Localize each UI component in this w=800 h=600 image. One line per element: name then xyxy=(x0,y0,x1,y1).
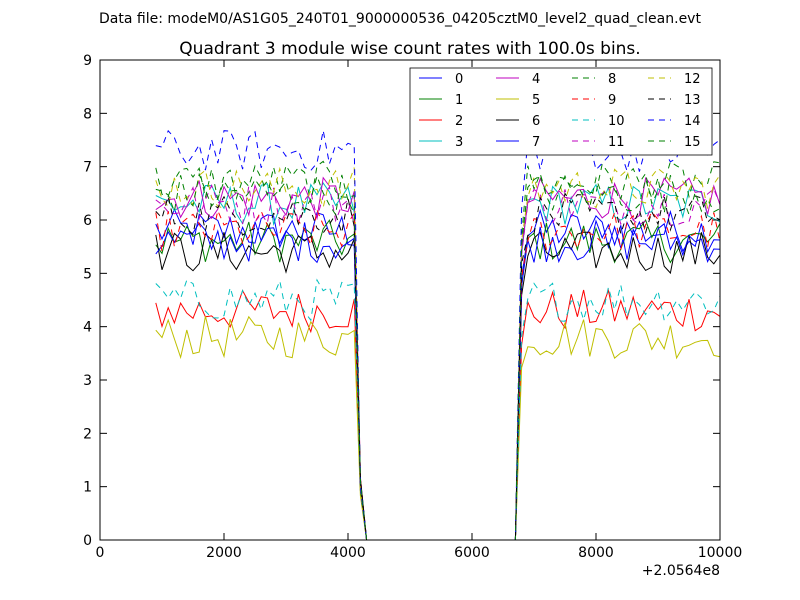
legend-label: 3 xyxy=(455,135,463,150)
y-tick-label: 3 xyxy=(83,373,92,389)
series-line-11 xyxy=(155,184,720,540)
legend-label: 11 xyxy=(608,135,625,150)
series-line-13 xyxy=(155,192,720,540)
legend-entry-9: 9 xyxy=(572,93,616,108)
series-line-7 xyxy=(155,219,720,540)
legend-entry-5: 5 xyxy=(496,93,540,108)
legend-label: 13 xyxy=(684,93,701,108)
legend-label: 9 xyxy=(608,93,616,108)
legend-label: 7 xyxy=(532,135,540,150)
legend-entry-3: 3 xyxy=(419,135,463,150)
x-tick-label: 8000 xyxy=(578,545,614,561)
series-line-3 xyxy=(155,182,720,540)
legend-entry-2: 2 xyxy=(419,114,463,129)
y-tick-label: 9 xyxy=(83,53,92,69)
chart-title: Quadrant 3 module wise count rates with … xyxy=(179,39,640,59)
series-line-1 xyxy=(155,219,720,540)
legend-entry-6: 6 xyxy=(496,114,540,129)
legend-entry-11: 11 xyxy=(572,135,625,150)
y-tick-label: 5 xyxy=(83,266,92,282)
legend-label: 5 xyxy=(532,93,540,108)
legend-label: 10 xyxy=(608,114,625,129)
legend-entry-15: 15 xyxy=(648,135,701,150)
x-offset-label: +2.0564e8 xyxy=(642,563,720,579)
series-line-15 xyxy=(155,172,720,540)
series-line-12 xyxy=(155,166,720,540)
series-lines xyxy=(155,129,720,540)
legend-label: 4 xyxy=(532,72,540,87)
legend-entry-12: 12 xyxy=(648,72,701,87)
y-tick-label: 6 xyxy=(83,213,92,229)
x-axis: 0 2000 4000 6000 8000 10000 xyxy=(96,60,743,561)
legend-label: 15 xyxy=(684,135,701,150)
series-line-9 xyxy=(155,208,720,540)
legend-label: 8 xyxy=(608,72,616,87)
x-tick-label: 10000 xyxy=(698,545,743,561)
legend-entry-1: 1 xyxy=(419,93,463,108)
legend-label: 6 xyxy=(532,114,540,129)
legend-entry-8: 8 xyxy=(572,72,616,87)
plot-area xyxy=(99,59,721,541)
legend-label: 12 xyxy=(684,72,701,87)
series-line-0 xyxy=(155,208,720,540)
figure-suptitle: Data file: modeM0/AS1G05_240T01_90000005… xyxy=(99,11,701,27)
legend-entry-4: 4 xyxy=(496,72,540,87)
legend-label: 14 xyxy=(684,114,701,129)
legend-entry-14: 14 xyxy=(648,114,701,129)
y-tick-label: 8 xyxy=(83,106,92,122)
y-tick-label: 0 xyxy=(83,533,92,549)
y-tick-label: 1 xyxy=(83,480,92,496)
legend-entry-13: 13 xyxy=(648,93,701,108)
y-tick-label: 2 xyxy=(83,426,92,442)
x-tick-label: 0 xyxy=(96,545,105,561)
axes-frame xyxy=(99,59,721,541)
series-line-14 xyxy=(155,129,720,540)
y-tick-label: 4 xyxy=(83,320,92,336)
series-line-10 xyxy=(155,278,720,540)
y-tick-label: 7 xyxy=(83,160,92,176)
series-line-8 xyxy=(155,160,720,540)
legend-label: 0 xyxy=(455,72,463,87)
legend-entry-0: 0 xyxy=(419,72,463,87)
legend-entry-7: 7 xyxy=(496,135,540,150)
x-tick-label: 6000 xyxy=(454,545,490,561)
legend-label: 1 xyxy=(455,93,463,108)
x-tick-label: 2000 xyxy=(206,545,242,561)
legend-label: 2 xyxy=(455,114,463,129)
x-tick-label: 4000 xyxy=(330,545,366,561)
legend-entry-10: 10 xyxy=(572,114,625,129)
series-line-6 xyxy=(155,231,720,540)
series-line-5 xyxy=(155,315,720,540)
